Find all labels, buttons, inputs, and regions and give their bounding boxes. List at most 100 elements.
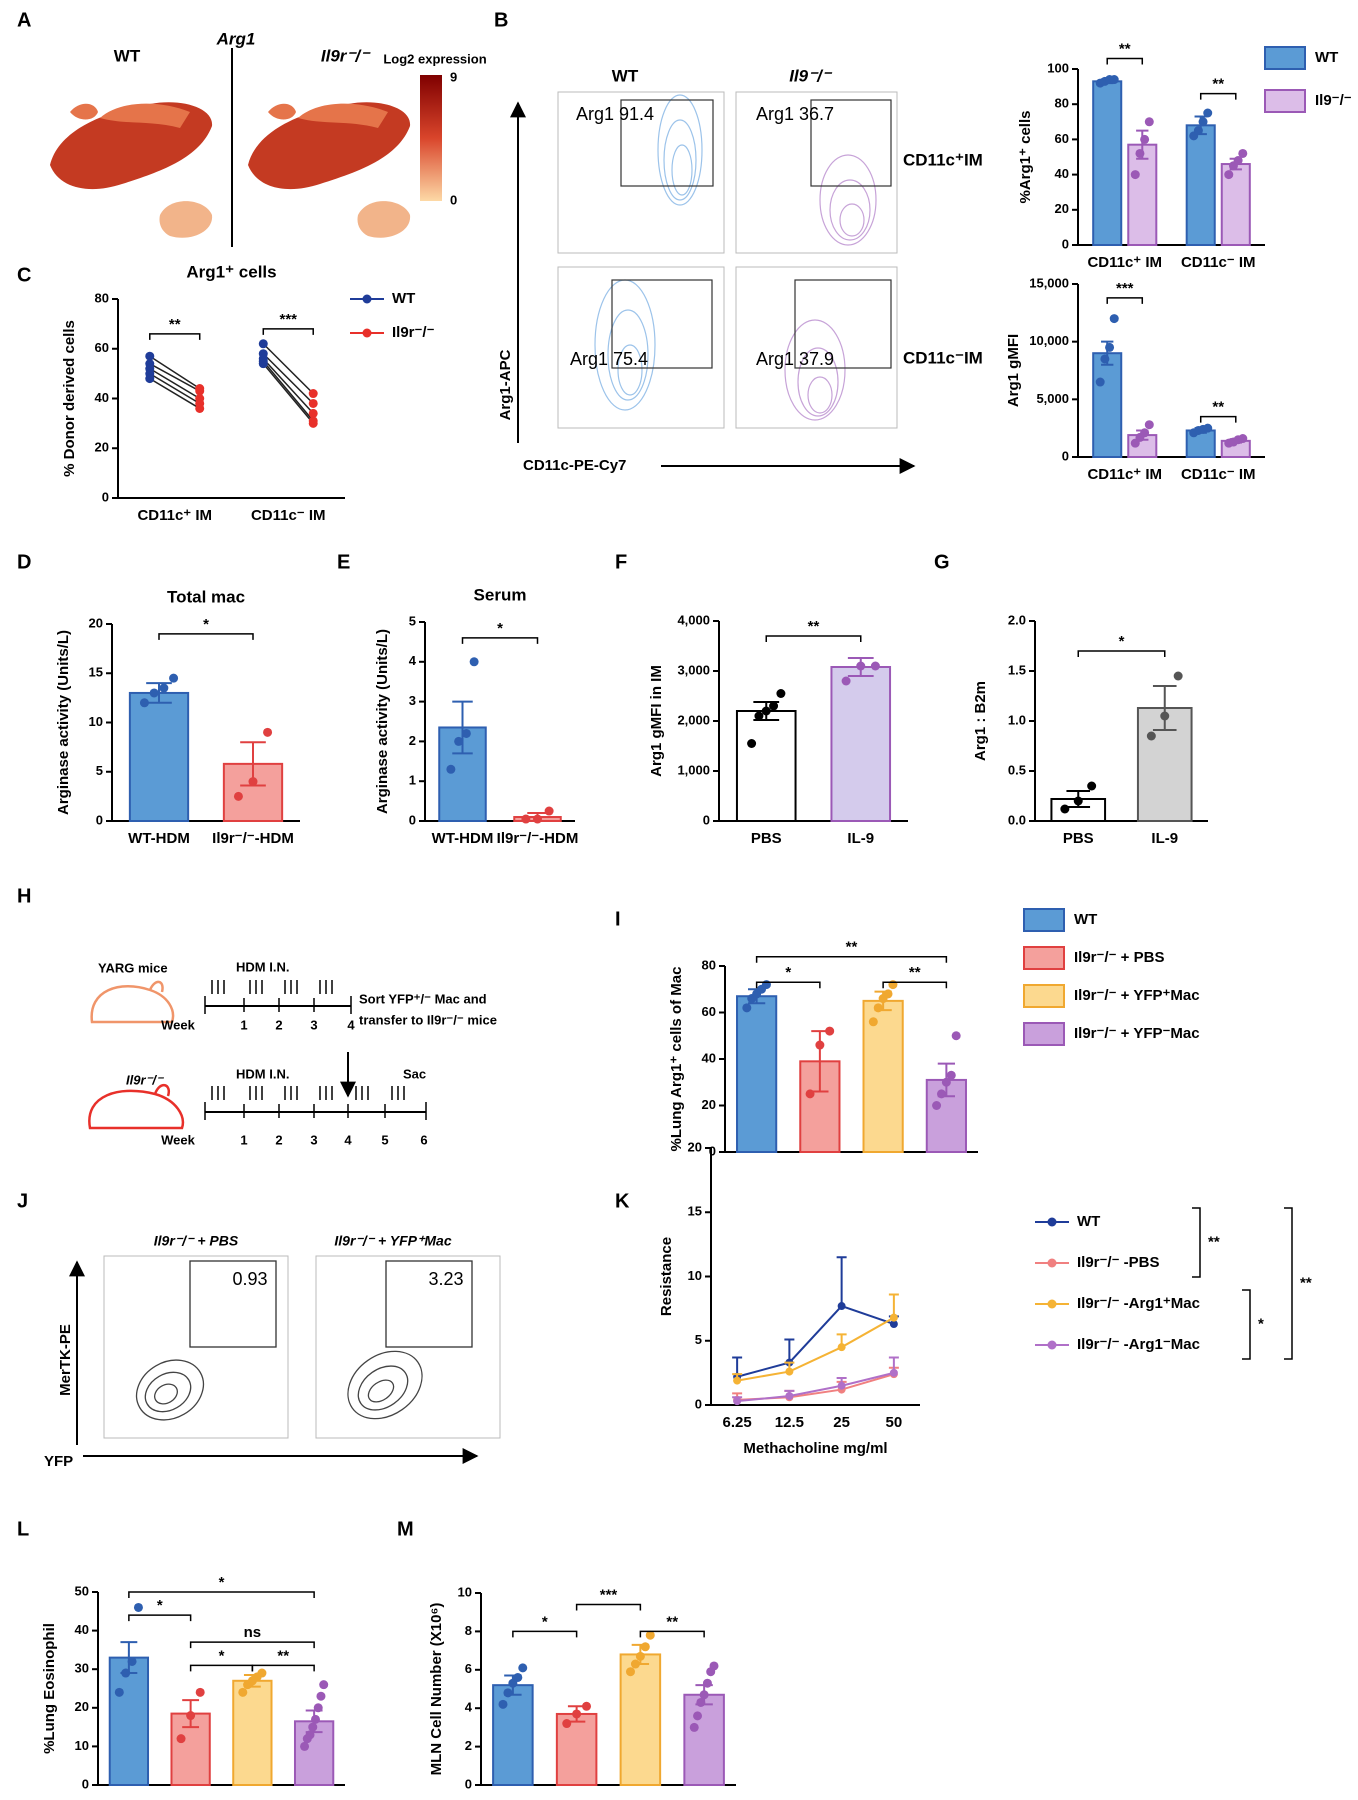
legend-label: WT [1315, 49, 1338, 66]
legend-label: Il9r⁻/⁻ + YFP⁻Mac [1074, 1025, 1200, 1042]
label: Sort YFP⁺/⁻ Mac and [359, 991, 487, 1006]
y-tick-label: 80 [1055, 96, 1069, 111]
data-point [754, 711, 764, 721]
significance-label: * [1119, 633, 1125, 650]
gate [794, 279, 892, 369]
data-point [1233, 156, 1243, 166]
y-tick-label: 20 [75, 1699, 89, 1714]
significance-label: *** [600, 1586, 618, 1603]
y-tick-label: 5 [96, 763, 103, 778]
data-point [645, 1630, 655, 1640]
data-point [582, 1701, 592, 1711]
data-point [308, 1722, 318, 1732]
error-bar [146, 682, 172, 704]
umap [50, 102, 213, 238]
y-axis-label: Arg1 gMFI in IM [648, 665, 665, 777]
label: HDM I.N. [236, 959, 289, 974]
significance-bracket [882, 981, 948, 989]
data-point [941, 1077, 951, 1087]
y-tick-label: 0 [96, 812, 103, 827]
significance-label: ns [244, 1624, 262, 1641]
x-axis-label: Methacholine mg/ml [743, 1440, 887, 1457]
gate [189, 1260, 277, 1348]
bar [128, 691, 190, 823]
contour [617, 344, 643, 396]
significance-bracket [512, 1630, 578, 1638]
panel-letter: K [615, 1190, 630, 1212]
flow-plot [103, 1255, 289, 1439]
chart-title: Total mac [167, 587, 245, 606]
umap-cluster [298, 103, 388, 128]
data-point [257, 1668, 267, 1678]
significance-label: * [219, 1647, 225, 1664]
x-tick-label: CD11c⁻ IM [1181, 254, 1256, 271]
flow-plot [735, 266, 898, 429]
data-point [1095, 377, 1105, 387]
data-point [699, 1690, 709, 1700]
data-point [258, 339, 268, 349]
data-point [263, 727, 273, 737]
data-point [889, 1320, 898, 1329]
significance-label: ** [666, 1613, 678, 1630]
significance-label: *** [1116, 280, 1134, 297]
significance-label: ** [1300, 1274, 1312, 1291]
data-point [932, 1101, 942, 1110]
panel-letter: E [337, 551, 350, 573]
y-axis-label: %Lung Arg1⁺ cells of Mac [668, 967, 685, 1152]
data-point [635, 1651, 645, 1661]
y-tick-label: 4,000 [677, 612, 710, 627]
legend-label: Il9r⁻/⁻ -Arg1⁻Mac [1077, 1336, 1200, 1353]
y-tick-label: 20 [95, 440, 109, 455]
bar [736, 995, 778, 1153]
bar [1092, 80, 1123, 246]
plot-title: Il9r⁻/⁻ + PBS [154, 1233, 239, 1249]
panel-a: A WT Arg1 Il9r⁻/⁻ Log2 expression 9 0 [17, 9, 487, 247]
data-point [562, 1719, 572, 1729]
y-tick-label: 10 [75, 1738, 89, 1753]
data-point [1238, 434, 1248, 444]
axis-label: YFP [44, 1453, 73, 1470]
significance-label: * [542, 1613, 548, 1630]
x-tick-label: CD11c⁻ IM [1181, 466, 1256, 483]
significance-bracket [189, 1641, 315, 1649]
ticks [204, 1086, 427, 1120]
pair-line [262, 358, 314, 414]
bar [492, 1684, 534, 1787]
data-point [837, 1381, 846, 1390]
y-tick-label: 4 [409, 653, 417, 668]
significance-bracket [128, 1591, 315, 1598]
data-point [572, 1709, 582, 1719]
data-point [689, 1722, 699, 1732]
data-point [1198, 117, 1208, 127]
label: Il9r⁻/⁻ [126, 1072, 165, 1087]
data-point [837, 1343, 846, 1352]
panel-letter: D [17, 551, 31, 573]
data-point [1105, 342, 1115, 352]
significance-bracket [128, 1614, 192, 1622]
flow-plot [557, 91, 725, 254]
pair-line [262, 353, 314, 405]
row-label: CD11c⁺IM [903, 150, 983, 169]
data-point [503, 1688, 513, 1698]
data-point [761, 980, 771, 990]
data-point [308, 389, 318, 399]
series-line [737, 1371, 895, 1403]
legend-label: Il9r⁻/⁻ -Arg1⁺Mac [1077, 1295, 1200, 1312]
week: 5 [381, 1132, 388, 1147]
data-point [873, 1003, 883, 1013]
data-point [319, 1680, 329, 1690]
pair-line [149, 363, 201, 392]
x-tick-label: 12.5 [775, 1414, 804, 1431]
umap-cluster [357, 201, 411, 238]
gate-label: Arg1 91.4 [576, 104, 654, 124]
label: YARG mice [98, 960, 168, 975]
pair-line [262, 363, 314, 424]
bar [1127, 143, 1158, 246]
significance-bracket [158, 633, 254, 640]
y-tick-label: 20 [89, 615, 103, 630]
bar [1220, 163, 1251, 246]
legend-swatch [1023, 946, 1065, 970]
significance-bracket [765, 635, 862, 642]
significance-bracket [575, 1603, 642, 1611]
mouse-icon [90, 980, 175, 1024]
